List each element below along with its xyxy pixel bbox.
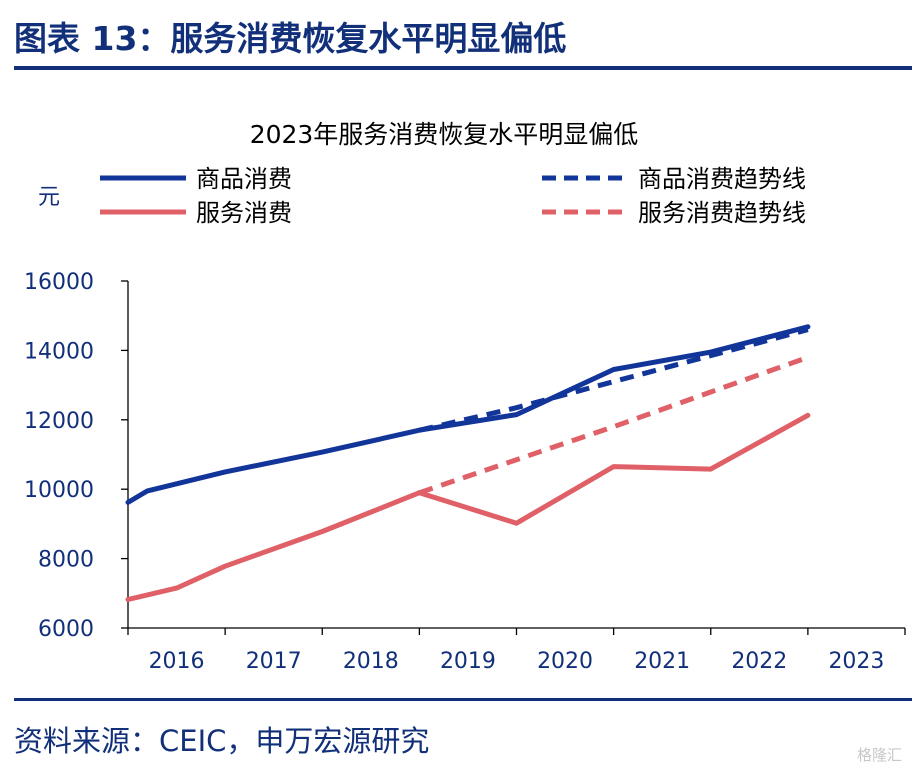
y-tick-label: 10000: [24, 478, 94, 503]
series-line-3: [418, 327, 809, 433]
x-tick-label: 2023: [828, 649, 884, 674]
figure-title: 图表 13：服务消费恢复水平明显偏低: [14, 19, 567, 58]
x-tick-label: 2018: [343, 649, 399, 674]
y-tick-label: 16000: [24, 270, 94, 295]
series-line-2: [125, 412, 811, 602]
y-tick-label: 12000: [24, 409, 94, 434]
x-tick-label: 2021: [634, 649, 690, 674]
watermark: 格隆汇: [856, 746, 902, 764]
legend-label-4: 服务消费趋势线: [638, 199, 806, 227]
x-tick-label: 2016: [149, 649, 205, 674]
source-note: 资料来源：CEIC，申万宏源研究: [14, 724, 430, 758]
legend-label-3: 商品消费趋势线: [638, 165, 806, 193]
series-line-1: [125, 324, 811, 505]
legend-label-1: 商品消费: [196, 165, 292, 193]
footer-rule: [14, 698, 912, 701]
y-tick-label: 14000: [24, 339, 94, 364]
x-tick-label: 2020: [537, 649, 593, 674]
x-tick-label: 2019: [440, 649, 496, 674]
y-axis-unit: 元: [38, 185, 60, 210]
series-group: [125, 324, 811, 602]
y-tick-label: 6000: [38, 617, 94, 642]
series-line-4: [418, 354, 809, 496]
axes: 6000 8000 10000 12000 14000 16000 2016 2017 2018…: [24, 270, 906, 674]
x-tick-label: 2017: [246, 649, 302, 674]
chart-title: 2023年服务消费恢复水平明显偏低: [250, 120, 639, 149]
x-tick-label: 2022: [731, 649, 787, 674]
y-tick-label: 8000: [38, 548, 94, 573]
legend-label-2: 服务消费: [196, 199, 292, 227]
title-rule: [14, 66, 912, 70]
